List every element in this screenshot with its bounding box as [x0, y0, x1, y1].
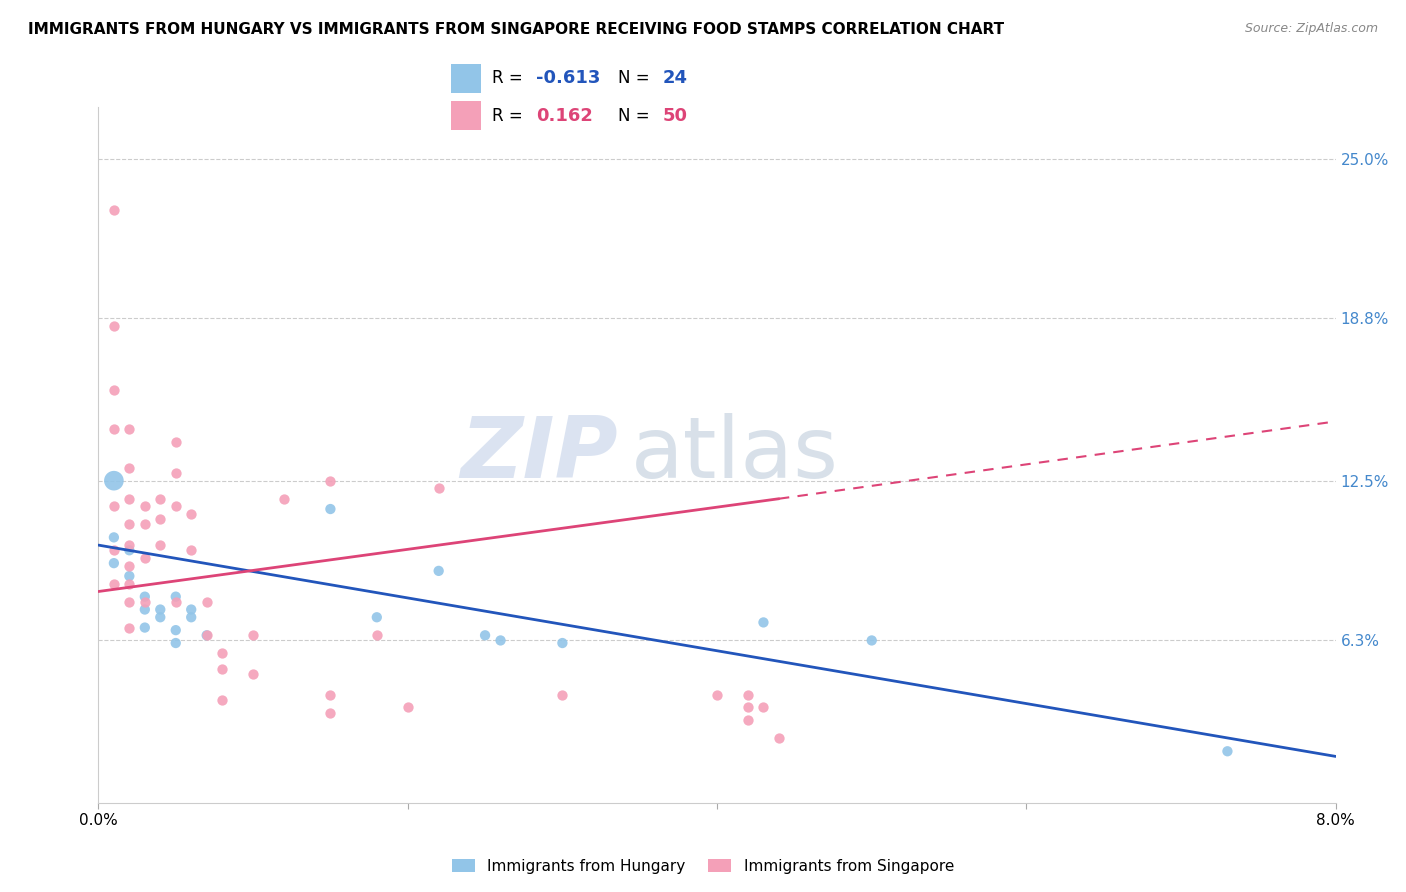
Point — [103, 319, 125, 334]
Point — [737, 700, 759, 714]
Point — [118, 595, 141, 609]
Point — [103, 576, 125, 591]
Point — [211, 662, 233, 676]
Point — [242, 628, 264, 642]
Point — [427, 564, 450, 578]
Point — [319, 706, 342, 720]
Point — [103, 203, 125, 218]
Point — [551, 688, 574, 702]
Point — [134, 621, 156, 635]
Point — [860, 633, 883, 648]
Point — [103, 530, 125, 544]
Text: N =: N = — [619, 69, 655, 87]
Point — [118, 422, 141, 436]
Bar — [451, 63, 481, 93]
Point — [118, 558, 141, 573]
Point — [489, 633, 512, 648]
Legend: Immigrants from Hungary, Immigrants from Singapore: Immigrants from Hungary, Immigrants from… — [446, 853, 960, 880]
Point — [134, 590, 156, 604]
Point — [551, 636, 574, 650]
Point — [134, 500, 156, 514]
Point — [180, 610, 202, 624]
Text: 24: 24 — [662, 69, 688, 87]
Point — [118, 576, 141, 591]
Point — [273, 491, 295, 506]
Point — [118, 569, 141, 583]
Point — [118, 543, 141, 558]
Point — [103, 556, 125, 570]
Point — [165, 466, 187, 480]
Point — [103, 543, 125, 558]
Point — [211, 646, 233, 660]
Point — [737, 688, 759, 702]
Point — [319, 474, 342, 488]
Point — [752, 615, 775, 630]
Text: 0.162: 0.162 — [536, 107, 593, 125]
Point — [118, 538, 141, 552]
Point — [103, 422, 125, 436]
Point — [211, 692, 233, 706]
Point — [396, 700, 419, 714]
Point — [752, 700, 775, 714]
Point — [165, 500, 187, 514]
Text: 50: 50 — [662, 107, 688, 125]
Point — [195, 628, 218, 642]
Point — [149, 610, 172, 624]
Point — [118, 517, 141, 532]
Text: -0.613: -0.613 — [536, 69, 600, 87]
Point — [319, 502, 342, 516]
Point — [180, 602, 202, 616]
Point — [118, 460, 141, 475]
Point — [165, 595, 187, 609]
Point — [165, 623, 187, 637]
Point — [118, 621, 141, 635]
Point — [103, 500, 125, 514]
Point — [706, 688, 728, 702]
Point — [319, 688, 342, 702]
Point — [242, 667, 264, 681]
Text: R =: R = — [492, 107, 533, 125]
Point — [149, 491, 172, 506]
Point — [134, 551, 156, 566]
Point — [134, 517, 156, 532]
Point — [195, 595, 218, 609]
Point — [134, 602, 156, 616]
Point — [118, 491, 141, 506]
Point — [134, 595, 156, 609]
Point — [165, 590, 187, 604]
Point — [474, 628, 496, 642]
Point — [165, 636, 187, 650]
Point — [180, 507, 202, 521]
Text: atlas: atlas — [630, 413, 838, 497]
Point — [149, 602, 172, 616]
Point — [149, 512, 172, 526]
Text: IMMIGRANTS FROM HUNGARY VS IMMIGRANTS FROM SINGAPORE RECEIVING FOOD STAMPS CORRE: IMMIGRANTS FROM HUNGARY VS IMMIGRANTS FR… — [28, 22, 1004, 37]
Point — [768, 731, 790, 746]
Point — [180, 543, 202, 558]
Point — [1216, 744, 1239, 758]
Point — [149, 538, 172, 552]
Bar — [451, 102, 481, 130]
Point — [366, 628, 388, 642]
Point — [737, 714, 759, 728]
Text: ZIP: ZIP — [460, 413, 619, 497]
Point — [195, 628, 218, 642]
Text: N =: N = — [619, 107, 655, 125]
Point — [366, 610, 388, 624]
Text: Source: ZipAtlas.com: Source: ZipAtlas.com — [1244, 22, 1378, 36]
Point — [427, 482, 450, 496]
Text: R =: R = — [492, 69, 529, 87]
Point — [165, 435, 187, 450]
Point — [103, 384, 125, 398]
Point — [103, 474, 125, 488]
